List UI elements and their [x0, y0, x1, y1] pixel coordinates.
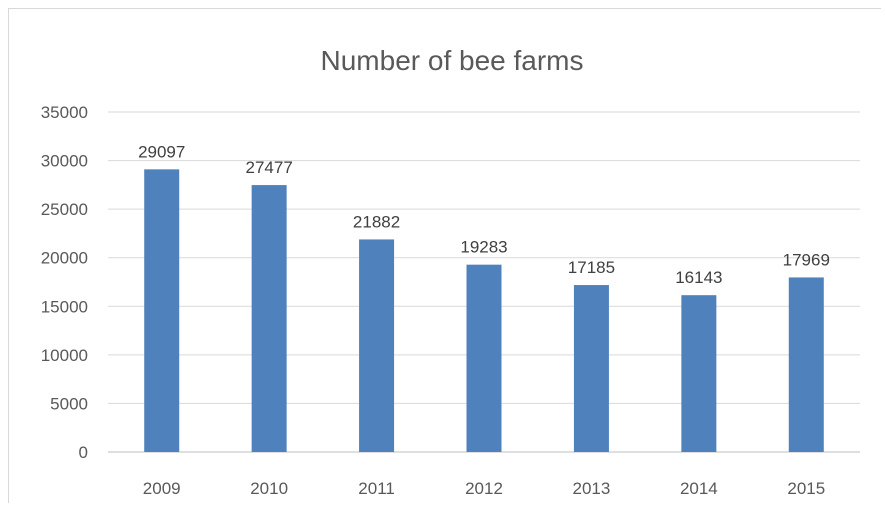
y-tick-label: 25000	[41, 200, 88, 219]
bars	[144, 169, 824, 452]
bar-2012	[466, 264, 502, 452]
x-tick-label-2015: 2015	[787, 479, 825, 498]
x-tick-label-2009: 2009	[143, 479, 181, 498]
y-axis-ticks: 0 5000 10000 15000 20000 25000 30000 35000	[41, 103, 88, 462]
y-tick-label: 15000	[41, 297, 88, 316]
y-tick-label: 10000	[41, 346, 88, 365]
data-label-2010: 27477	[246, 158, 293, 177]
chart-title: Number of bee farms	[321, 45, 584, 76]
y-tick-label: 20000	[41, 249, 88, 268]
x-tick-label-2013: 2013	[573, 479, 611, 498]
bar-2014	[681, 295, 717, 452]
data-label-2013: 17185	[568, 258, 615, 277]
y-tick-label: 35000	[41, 103, 88, 122]
x-axis-ticks: 2009 2010 2011 2012 2013 2014 2015	[143, 479, 825, 498]
y-tick-label: 30000	[41, 152, 88, 171]
data-label-2012: 19283	[460, 238, 507, 257]
bar-2013	[573, 285, 609, 452]
data-label-2011: 21882	[353, 212, 400, 231]
data-label-2015: 17969	[783, 250, 830, 269]
x-tick-label-2011: 2011	[358, 479, 395, 498]
bar-2010	[251, 185, 287, 452]
data-labels: 29097 27477 21882 19283 17185 16143 17969	[138, 142, 830, 287]
x-tick-label-2010: 2010	[250, 479, 288, 498]
bar-2011	[359, 239, 395, 452]
bar-2015	[788, 277, 824, 452]
bar-2009	[144, 169, 180, 452]
x-tick-label-2014: 2014	[680, 479, 718, 498]
y-tick-label: 0	[79, 443, 88, 462]
data-label-2014: 16143	[675, 268, 722, 287]
y-tick-label: 5000	[50, 394, 88, 413]
data-label-2009: 29097	[138, 142, 185, 161]
x-tick-label-2012: 2012	[465, 479, 503, 498]
